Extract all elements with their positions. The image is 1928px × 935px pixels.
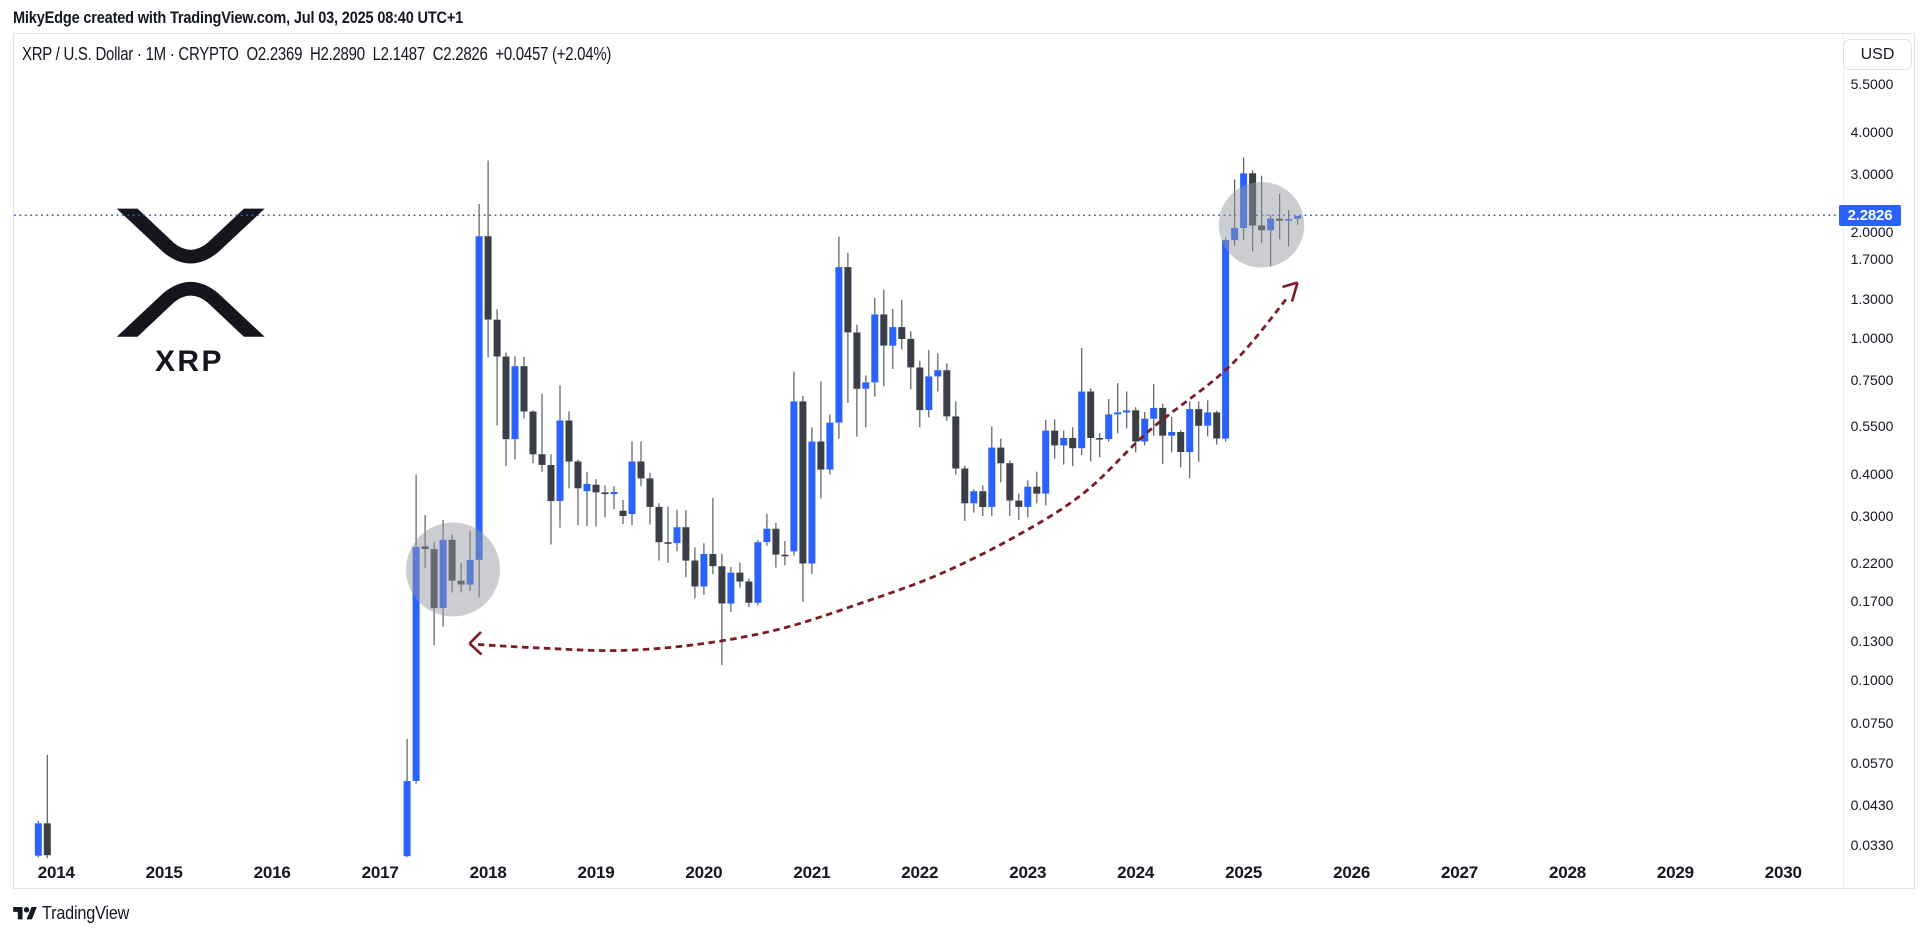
svg-text:XRP: XRP — [155, 345, 224, 378]
